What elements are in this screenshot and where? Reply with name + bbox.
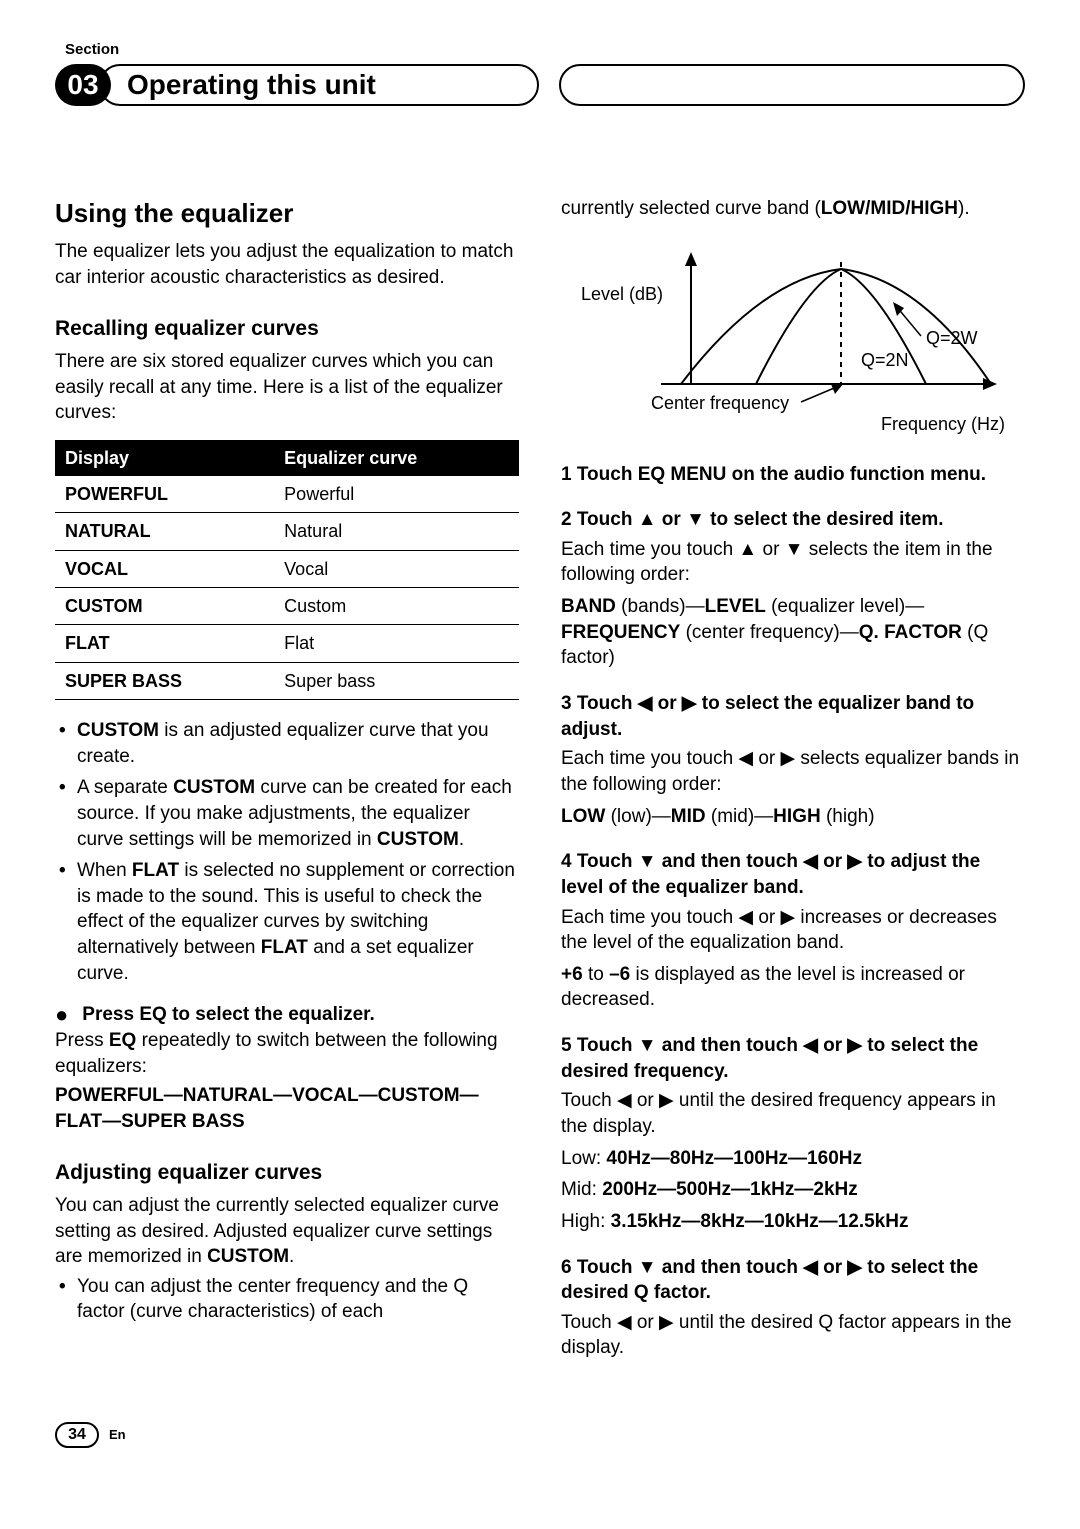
table-header-display: Display [55,440,274,476]
step-3-body: Each time you touch ◀ or ▶ selects equal… [561,746,1025,797]
step-5-low: Low: 40Hz—80Hz—100Hz—160Hz [561,1146,1025,1172]
press-eq-title: Press EQ to select the equalizer. [82,1002,375,1028]
continued-text: currently selected curve band (LOW/MID/H… [561,196,1025,222]
chapter-header: 03 Operating this unit [55,64,1025,106]
left-column: Using the equalizer The equalizer lets y… [55,196,519,1367]
table-cell: NATURAL [55,513,274,550]
press-eq-lead: ● Press EQ to select the equalizer. [55,1002,519,1028]
adjusting-intro: You can adjust the currently selected eq… [55,1193,519,1270]
subsection-recalling: Recalling equalizer curves [55,315,519,343]
table-cell: FLAT [55,625,274,662]
table-row: POWERFULPowerful [55,476,519,513]
step-6-body: Touch ◀ or ▶ until the desired Q factor … [561,1310,1025,1361]
bullet-item: A separate CUSTOM curve can be created f… [77,775,519,852]
step-1-title: 1 Touch EQ MENU on the audio function me… [561,462,1025,488]
bullet-item: CUSTOM is an adjusted equalizer curve th… [77,718,519,769]
step-3-title: 3 Touch ◀ or ▶ to select the equalizer b… [561,691,1025,742]
table-cell: CUSTOM [55,588,274,625]
subsection-adjusting: Adjusting equalizer curves [55,1159,519,1187]
press-eq-sequence: POWERFUL—NATURAL—VOCAL—CUSTOM—FLAT—SUPER… [55,1083,519,1134]
step-4-body-1: Each time you touch ◀ or ▶ increases or … [561,905,1025,956]
step-2-body: Each time you touch ▲ or ▼ selects the i… [561,537,1025,588]
bullet-item: You can adjust the center frequency and … [77,1274,519,1325]
diagram-freq-label: Frequency (Hz) [881,414,1005,434]
step-3-seq: LOW (low)—MID (mid)—HIGH (high) [561,804,1025,830]
language-label: En [109,1426,126,1444]
table-cell: Vocal [274,550,519,587]
table-cell: Natural [274,513,519,550]
table-cell: Super bass [274,662,519,699]
chapter-title-pill: Operating this unit [99,64,539,106]
diagram-q2w-label: Q=2W [926,328,978,348]
table-row: SUPER BASSSuper bass [55,662,519,699]
table-row: CUSTOMCustom [55,588,519,625]
press-eq-body: Press EQ repeatedly to switch between th… [55,1028,519,1079]
right-column: currently selected curve band (LOW/MID/H… [561,196,1025,1367]
custom-bullets: CUSTOM is an adjusted equalizer curve th… [55,718,519,986]
table-cell: SUPER BASS [55,662,274,699]
step-4-title: 4 Touch ▼ and then touch ◀ or ▶ to adjus… [561,849,1025,900]
table-header-curve: Equalizer curve [274,440,519,476]
table-row: FLATFlat [55,625,519,662]
bullet-item: When FLAT is selected no supplement or c… [77,858,519,986]
page-footer: 34 En [55,1422,1025,1448]
step-4-body-2: +6 to –6 is displayed as the level is in… [561,962,1025,1013]
adjusting-bullets: You can adjust the center frequency and … [55,1274,519,1325]
table-row: VOCALVocal [55,550,519,587]
chapter-pill-empty [559,64,1025,106]
bullet-icon: ● [55,1004,68,1026]
recalling-intro: There are six stored equalizer curves wh… [55,349,519,426]
diagram-level-label: Level (dB) [581,284,663,304]
table-cell: Custom [274,588,519,625]
step-2-title: 2 Touch ▲ or ▼ to select the desired ite… [561,507,1025,533]
table-cell: POWERFUL [55,476,274,513]
step-5-body: Touch ◀ or ▶ until the desired frequency… [561,1088,1025,1139]
step-2-seq: BAND (bands)—LEVEL (equalizer level)—FRE… [561,594,1025,671]
table-cell: Powerful [274,476,519,513]
section-title-equalizer: Using the equalizer [55,196,519,231]
table-cell: Flat [274,625,519,662]
step-5-mid: Mid: 200Hz—500Hz—1kHz—2kHz [561,1177,1025,1203]
section-label: Section [65,40,1025,60]
diagram-q2n-label: Q=2N [861,350,909,370]
page-number: 34 [55,1422,99,1448]
step-6-title: 6 Touch ▼ and then touch ◀ or ▶ to selec… [561,1255,1025,1306]
step-5-title: 5 Touch ▼ and then touch ◀ or ▶ to selec… [561,1033,1025,1084]
table-cell: VOCAL [55,550,274,587]
step-5-high: High: 3.15kHz—8kHz—10kHz—12.5kHz [561,1209,1025,1235]
chapter-badge: 03 [55,64,111,106]
q-factor-diagram: Level (dB) Q=2N Q=2W Center frequency Fr… [561,234,1025,442]
equalizer-table: Display Equalizer curve POWERFULPowerful… [55,440,519,700]
equalizer-intro: The equalizer lets you adjust the equali… [55,239,519,290]
diagram-center-freq-label: Center frequency [651,393,789,413]
table-row: NATURALNatural [55,513,519,550]
